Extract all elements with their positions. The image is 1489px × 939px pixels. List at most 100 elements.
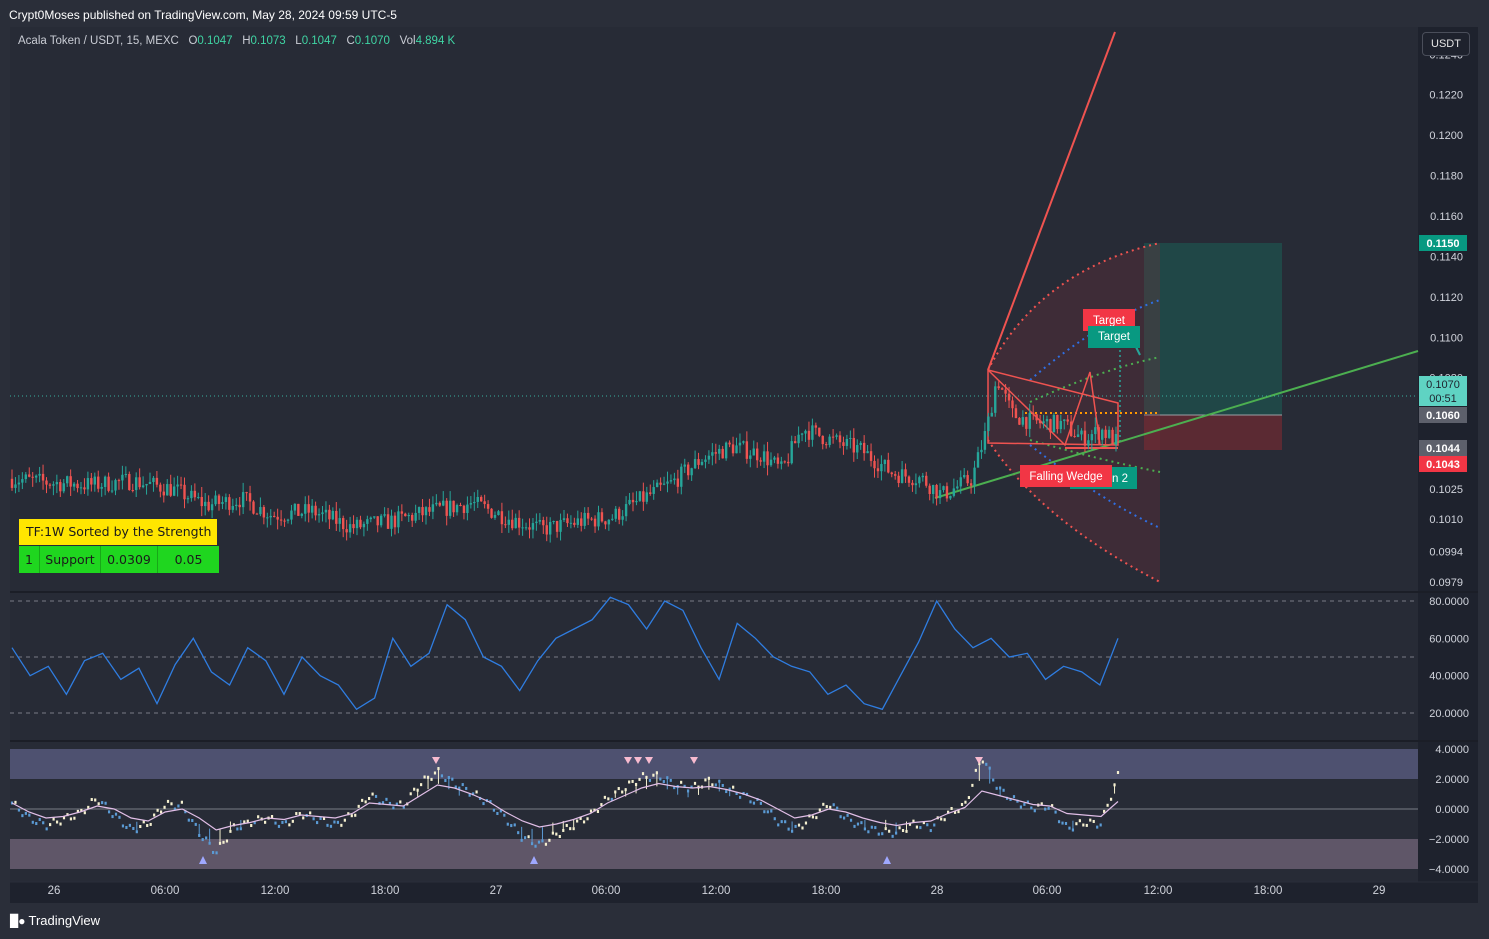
- candle-body: [24, 474, 27, 480]
- osc-bar: [454, 785, 457, 789]
- osc-bar: [21, 814, 24, 818]
- badge-current-text: 0.1070: [1426, 379, 1460, 391]
- candle-body: [138, 477, 141, 488]
- candle-body: [369, 517, 372, 520]
- osc-bar: [503, 813, 506, 817]
- candle-body: [66, 476, 69, 484]
- candle-body: [773, 457, 776, 460]
- candle-body: [976, 452, 980, 468]
- candle-body: [894, 474, 897, 476]
- osc-bar: [524, 836, 527, 840]
- time-tick-label: 12:00: [261, 885, 290, 897]
- osc-bar: [371, 792, 374, 796]
- osc-bar: [610, 797, 613, 801]
- osc-bar: [166, 799, 170, 803]
- candle-body: [276, 516, 279, 520]
- candle-body: [14, 484, 17, 488]
- candle-body: [417, 507, 421, 513]
- candle-body: [973, 467, 976, 486]
- candle-body: [383, 514, 386, 516]
- osc-bar: [888, 829, 891, 833]
- candle-body: [831, 436, 835, 438]
- osc-bar: [194, 822, 197, 826]
- candle-body: [48, 484, 52, 486]
- candle-body: [438, 502, 441, 506]
- candle-body: [345, 529, 348, 533]
- osc-bar: [603, 795, 606, 799]
- osc-bar: [76, 809, 79, 813]
- osc-bar: [974, 768, 977, 772]
- candle-body: [524, 527, 528, 529]
- osc-bar: [1057, 820, 1061, 824]
- candle-body: [562, 518, 566, 520]
- osc-bar: [891, 834, 894, 838]
- osc-bar: [347, 812, 350, 816]
- candle-body: [169, 484, 172, 496]
- time-tick-label: 28: [931, 885, 944, 897]
- osc-bar: [1099, 823, 1102, 827]
- osc-bar: [530, 842, 534, 846]
- osc-bar: [329, 824, 333, 828]
- osc-bar: [270, 814, 274, 818]
- candle-body: [711, 452, 714, 456]
- osc-bar: [277, 824, 281, 828]
- badge-stop-text: 0.1043: [1426, 459, 1460, 471]
- time-axis[interactable]: 26 06:00 12:00 18:00 27 06:00 12:00 18:00 28 06:0…: [48, 885, 1386, 897]
- candle-body: [1007, 393, 1011, 401]
- price-tick-label: 0.1180: [1430, 171, 1463, 183]
- badge-level: 0.1044: [1419, 440, 1467, 456]
- osc-bar: [1002, 788, 1005, 792]
- candle-body: [159, 484, 162, 492]
- projection-upper-green: [1029, 356, 1161, 403]
- osc-bar: [253, 821, 256, 825]
- osc-bar: [964, 800, 967, 804]
- red-trend-projection: [987, 31, 1116, 371]
- osc-bar: [770, 809, 773, 813]
- osc-bar: [905, 829, 908, 833]
- osc-bar: [1030, 806, 1033, 810]
- osc-bar: [1040, 802, 1043, 806]
- candle-body: [445, 500, 448, 516]
- osc-bar: [607, 797, 610, 801]
- candle-body: [666, 481, 669, 484]
- tradingview-logo[interactable]: ▉● TradingView: [10, 913, 100, 928]
- osc-bar: [534, 844, 537, 848]
- candle-body: [1035, 414, 1038, 421]
- candle-body: [1052, 414, 1056, 433]
- osc-bar: [381, 801, 385, 805]
- candle-body: [190, 490, 193, 499]
- candle-body: [549, 521, 552, 535]
- candle-body: [321, 512, 324, 515]
- osc-bar: [794, 824, 797, 828]
- candle-body: [128, 474, 131, 491]
- candle-body: [793, 441, 797, 444]
- osc-bar: [312, 817, 315, 821]
- osc-bar: [326, 823, 329, 827]
- candle-body: [255, 513, 259, 515]
- osc-bar: [725, 790, 728, 794]
- candle-body: [304, 504, 307, 514]
- candle-body: [1087, 440, 1090, 446]
- candle-body: [704, 459, 707, 462]
- candle-body: [17, 482, 21, 485]
- badge-entry: 0.1060: [1419, 407, 1467, 423]
- osc-bar: [877, 832, 880, 836]
- currency-button[interactable]: USDT: [1422, 32, 1470, 56]
- candle-body: [673, 478, 676, 481]
- candle-body: [407, 514, 410, 517]
- osc-bar: [298, 812, 301, 816]
- osc-bar: [1082, 823, 1085, 827]
- candle-body: [635, 500, 638, 503]
- osc-bar: [153, 813, 156, 817]
- osc-bar: [801, 826, 804, 830]
- candle-body: [1083, 430, 1087, 446]
- long-position-target-zone: [1144, 243, 1282, 415]
- candle-body: [987, 416, 990, 432]
- candle-body: [335, 510, 338, 524]
- candle-body: [969, 483, 973, 486]
- candle-body: [1063, 419, 1066, 421]
- osc-bar: [745, 792, 749, 796]
- osc-bar: [246, 819, 249, 823]
- candle-body: [86, 478, 90, 490]
